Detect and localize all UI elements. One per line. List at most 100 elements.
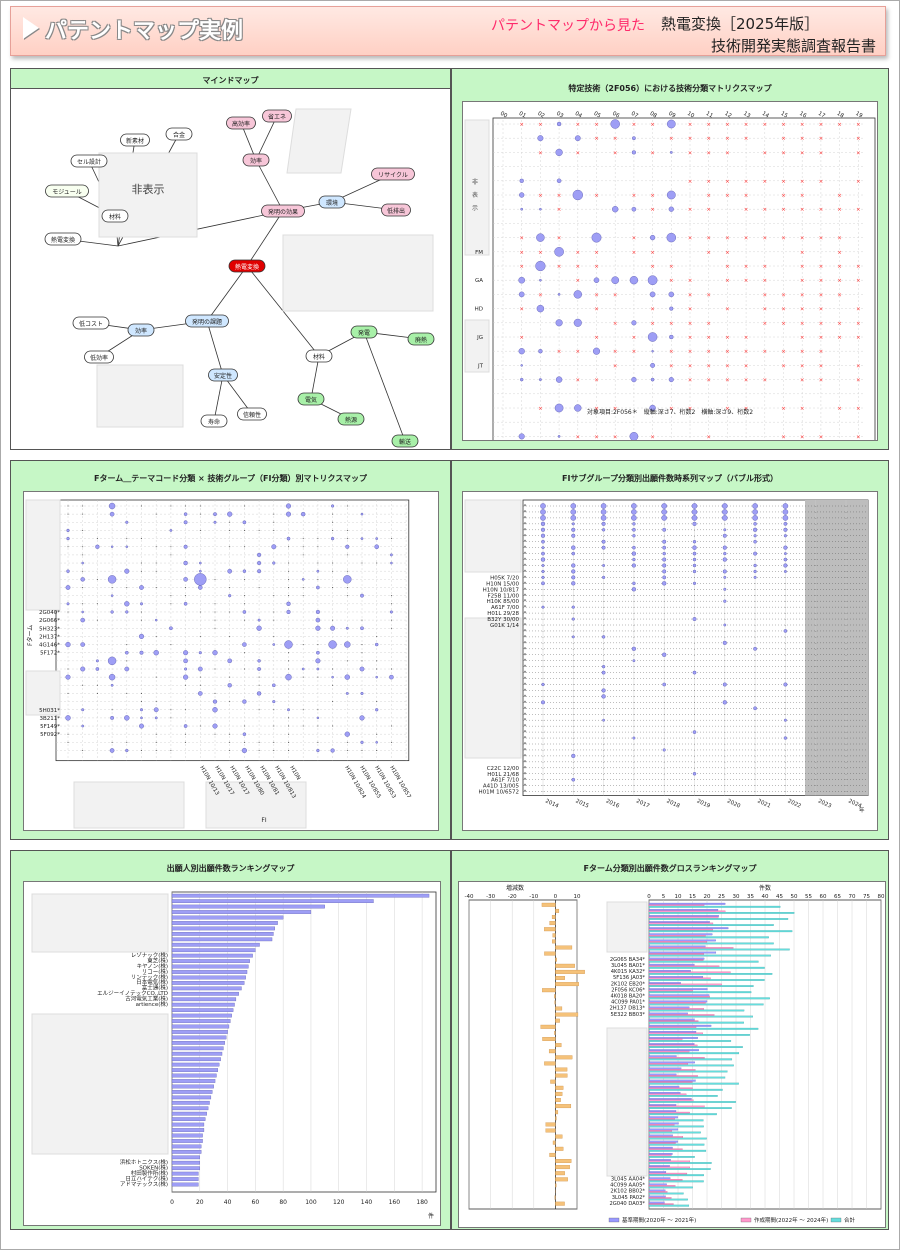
matrix1-zero-mark: × [706,122,711,128]
ranking2-legend-swatch [608,1217,620,1223]
bubble-ts-empty-mark: - [633,789,635,794]
matrix2-bubble [184,667,188,671]
matrix1-zero-mark: × [669,349,674,355]
matrix1-bubble [650,377,655,382]
ranking2-hidden-box [606,1027,648,1177]
ranking1-bar [171,1046,224,1051]
matrix1-zero-mark: × [856,150,861,156]
bubble-ts-row-mark: * [524,712,527,718]
ranking2-total-bar [648,918,789,920]
matrix1-zero-mark: × [519,264,524,270]
bubble-ts-empty-mark: - [573,706,575,711]
bubble-ts-bubble [753,646,757,651]
bubble-ts-row-mark: * [524,504,527,510]
bubble-ts-empty-mark: - [785,759,787,764]
matrix2-dot [317,741,319,743]
bubble-ts-empty-mark: - [754,694,756,699]
matrix1-zero-mark: × [856,378,861,384]
ranking1-bar [171,1030,228,1034]
bubble-ts-bubble [662,539,667,544]
ranking2-base-bar [648,1153,673,1155]
ranking2-legend-swatch [830,1217,842,1223]
matrix1-zero-mark: × [725,378,730,384]
ranking2-total-bar [648,1021,744,1024]
bubble-ts-empty-mark: - [663,688,665,693]
matrix2-bubble [81,561,84,565]
bubble-ts-empty-mark: - [633,765,635,770]
matrix2-bubble [375,708,379,712]
bubble-ts-year-label: 2023 [817,798,833,810]
matrix1-zero-mark: × [837,207,842,213]
ranking2-diff-bar [555,1104,572,1109]
mindmap-node-label: モジュール [52,189,82,196]
bubble-ts-row-label: C22C 12/00 [487,766,520,772]
ranking2-base-bar [648,1049,699,1052]
bubble-ts-empty-mark: - [603,623,605,628]
matrix1-zero-mark: × [837,193,842,199]
ranking1-chart: 0 20 40 60 80 100 120 140 160 180件レゾナック(株)東芝(株)キヤ… [31,891,437,1220]
ranking1-bar [171,1111,207,1116]
bubble-ts-empty-mark: - [542,747,544,752]
bubble-ts-row-mark: * [524,546,527,552]
bubble-ts-bubble [721,503,728,509]
matrix2-dot [273,619,275,621]
ranking2-total-bar [648,1095,718,1097]
matrix2-bubble [198,561,202,565]
bubble-ts-empty-mark: - [633,605,635,610]
bubble-ts-empty-mark: - [694,789,696,794]
bubble-ts-bubble [632,545,636,550]
bubble-ts-row-mark: * [524,647,527,653]
ranking1-xtick: 40 [224,1199,232,1206]
bubble-ts-row-mark: * [524,671,527,677]
ranking2-diff-bar [552,933,556,938]
ranking2-name: 2K102 BB02* [610,1189,645,1195]
bubble-ts-bubble [631,563,636,568]
matrix2-dot [302,644,304,646]
ranking1-bar [171,910,312,914]
ranking1-bar [171,1128,205,1132]
ranking2-total-bar [648,1149,707,1152]
bubble-ts-empty-mark: - [633,664,635,669]
matrix1-bubble [518,348,525,355]
bubble-ts-empty-mark: - [815,593,817,598]
bubble-ts-empty-mark: - [785,700,787,705]
bubble-ts-empty-mark: - [633,539,635,544]
bubble-ts-bubble [753,522,757,526]
matrix1-bubble [666,190,676,200]
bubble-ts-empty-mark: - [573,557,575,562]
bubble-ts-empty-mark: - [785,640,787,645]
bubble-ts-empty-mark: - [633,688,635,693]
bubble-ts-bubble [571,551,576,556]
mindmap-node [72,316,110,330]
matrix1-row-label: JT [477,363,484,369]
matrix2-dot [273,635,275,637]
bubble-ts-empty-mark: - [845,545,847,550]
matrix2-dot [229,701,231,703]
matrix1-zero-mark: × [706,193,711,199]
matrix2-bubble [139,650,144,655]
matrix2-bubble [154,716,158,720]
bubble-ts-row-label: A61F 7/10 [491,778,520,784]
mindmap-node [262,109,292,123]
mindmap-node-label: 発電 [358,329,370,337]
matrix2-dot [317,676,319,678]
ranking1-bar [171,1177,199,1181]
matrix1-zero-mark: × [819,179,824,185]
bubble-ts-bubble [691,503,698,509]
matrix2-dot [332,529,334,531]
matrix2-dot [332,562,334,564]
matrix1-bubble [539,278,542,282]
matrix2-bubble [227,658,232,664]
bubble-ts-bubble [723,623,727,627]
bubble-ts-empty-mark: - [815,515,817,520]
matrix1-zero-mark: × [575,434,580,440]
matrix2-dot [376,750,378,751]
bubble-ts-bubble [541,564,545,567]
bubble-ts-empty-mark: - [542,617,544,622]
ranking2-name: 5E322 BB03* [611,1012,646,1018]
matrix2-dot [199,635,201,637]
mindmap-node [101,209,129,223]
mindmap-node [237,407,267,421]
bubble-ts-empty-mark: - [663,759,665,764]
matrix1-zero-mark: × [744,207,749,213]
